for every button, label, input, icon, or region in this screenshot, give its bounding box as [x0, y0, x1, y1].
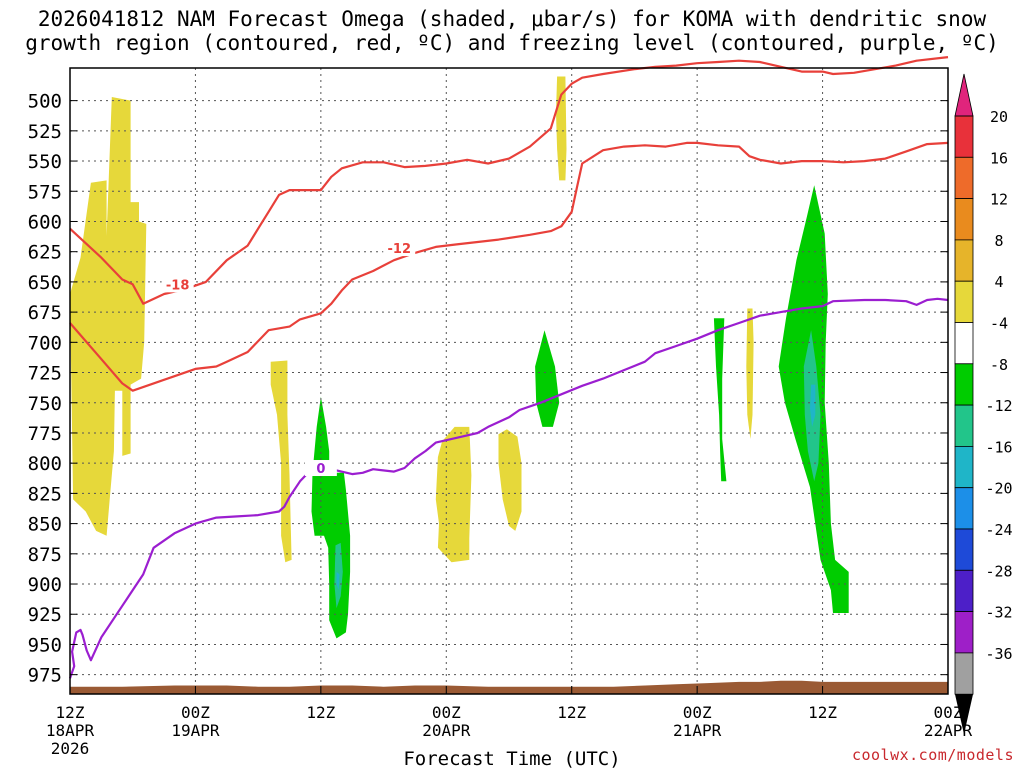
x-tick-label: 00Z: [683, 703, 712, 722]
omega-region-sinking-4: [498, 429, 522, 531]
contour-dgz-lower-minus12: [69, 141, 949, 392]
omega-region-rising-1-center: [336, 571, 340, 591]
x-tick-label: 12Z: [306, 703, 335, 722]
y-tick-label: 825: [28, 483, 62, 505]
omega-region-rising-2: [535, 330, 560, 427]
omega-region-rising-3: [713, 318, 727, 482]
colorbar-segment: [954, 280, 974, 323]
x-tick-label: 2026: [51, 739, 90, 758]
y-tick-label: 575: [28, 181, 62, 203]
omega-region-sinking-6: [746, 308, 754, 439]
contour-label-bg: [383, 240, 416, 257]
colorbar-segment: [954, 652, 974, 695]
y-tick-label: 550: [28, 151, 62, 173]
title-line-2: growth region (contoured, red, ºC) and f…: [25, 31, 999, 55]
colorbar-segment: [954, 528, 974, 571]
y-tick-label: 775: [28, 423, 62, 445]
x-tick-label: 12Z: [557, 703, 586, 722]
x-tick-label: 22APR: [924, 721, 973, 740]
terrain-layer: [70, 680, 948, 694]
colorbar-label: 8: [994, 232, 1003, 250]
y-tick-label: 750: [28, 393, 62, 415]
x-tick-label: 00Z: [934, 703, 963, 722]
contour-label: 0: [316, 462, 325, 477]
x-tick-label: 20APR: [422, 721, 471, 740]
omega-region-rising-4-center: [810, 384, 816, 427]
colorbar-top-outline: [954, 73, 974, 117]
colorbar-label: 20: [990, 108, 1008, 126]
colorbar-label: -12: [985, 397, 1012, 415]
x-tick-label: 19APR: [171, 721, 220, 740]
contour-label: -12: [388, 242, 412, 257]
x-tick-label: 12Z: [808, 703, 837, 722]
contour-freezing-level-0: [68, 297, 949, 679]
colorbar-segment: [954, 115, 974, 158]
y-tick-label: 500: [28, 91, 62, 113]
colorbar-label: -28: [985, 562, 1012, 580]
contour-label-bg: [304, 460, 337, 477]
title-line-1: 2026041812 NAM Forecast Omega (shaded, μ…: [37, 7, 987, 31]
colorbar-segment: [954, 363, 974, 406]
x-tick-label: 12Z: [56, 703, 85, 722]
colorbar-segment: [954, 445, 974, 489]
colorbar-label: -8: [990, 356, 1008, 374]
colorbar-segment: [954, 322, 974, 365]
y-tick-label: 975: [28, 665, 62, 687]
y-tick-label: 625: [28, 242, 62, 264]
y-tick-label: 650: [28, 272, 62, 294]
omega-region-sinking-1: [70, 97, 147, 536]
x-tick-label: 00Z: [432, 703, 461, 722]
y-tick-label: 850: [28, 514, 62, 536]
omega-shading-layer: [70, 76, 849, 639]
y-tick-label: 725: [28, 363, 62, 385]
y-tick-label: 950: [28, 634, 62, 656]
colorbar-label: -20: [985, 480, 1012, 498]
colorbar-segment: [954, 198, 974, 241]
colorbar-label: -36: [985, 645, 1012, 663]
colorbar: 20 16 12 8 4 -4 -8 -12 -16 -20 -24 -28 -32 -36: [954, 73, 1013, 735]
terrain-band: [70, 680, 948, 694]
colorbar-segment: [954, 404, 974, 447]
contour-label-bg: [161, 276, 194, 293]
colorbar-segment: [954, 611, 974, 654]
y-tick-label: 925: [28, 604, 62, 626]
plot-frame: [69, 67, 949, 695]
colorbar-label: 12: [990, 191, 1008, 209]
colorbar-label: 16: [990, 149, 1008, 167]
colorbar-label: 4: [994, 273, 1003, 291]
colorbar-segment: [954, 156, 974, 200]
colorbar-label: -4: [990, 315, 1008, 333]
y-tick-label: 800: [28, 453, 62, 475]
omega-region-sinking-3: [435, 426, 472, 563]
plot-border: [69, 67, 949, 695]
x-tick-label: 18APR: [46, 721, 95, 740]
y-tick-label: 875: [28, 544, 62, 566]
colorbar-segment: [954, 239, 974, 282]
grid-layer: [70, 68, 948, 694]
y-tick-label: 600: [28, 211, 62, 233]
y-tick-label: 675: [28, 302, 62, 324]
colorbar-bottom-arrow: [955, 694, 973, 735]
colorbar-segment: [954, 569, 974, 612]
colorbar-label: -24: [985, 521, 1012, 539]
y-tick-label: 900: [28, 574, 62, 596]
colorbar-label: -32: [985, 604, 1012, 622]
y-tick-label: 525: [28, 121, 62, 143]
x-tick-label: 00Z: [181, 703, 210, 722]
contour-label: -18: [166, 278, 190, 293]
x-axis-title: Forecast Time (UTC): [403, 748, 621, 770]
y-axis: 500 525 550 575 600 625 650 675 700 725 750 775 800 8…: [28, 91, 948, 687]
x-tick-label: 21APR: [673, 721, 722, 740]
y-tick-label: 700: [28, 332, 62, 354]
colorbar-label: -16: [985, 438, 1012, 456]
credit-label: coolwx.com/models: [851, 746, 1014, 764]
omega-region-sinking-2: [270, 360, 292, 563]
colorbar-segment: [954, 487, 974, 530]
colorbar-top-arrow: [955, 74, 973, 116]
